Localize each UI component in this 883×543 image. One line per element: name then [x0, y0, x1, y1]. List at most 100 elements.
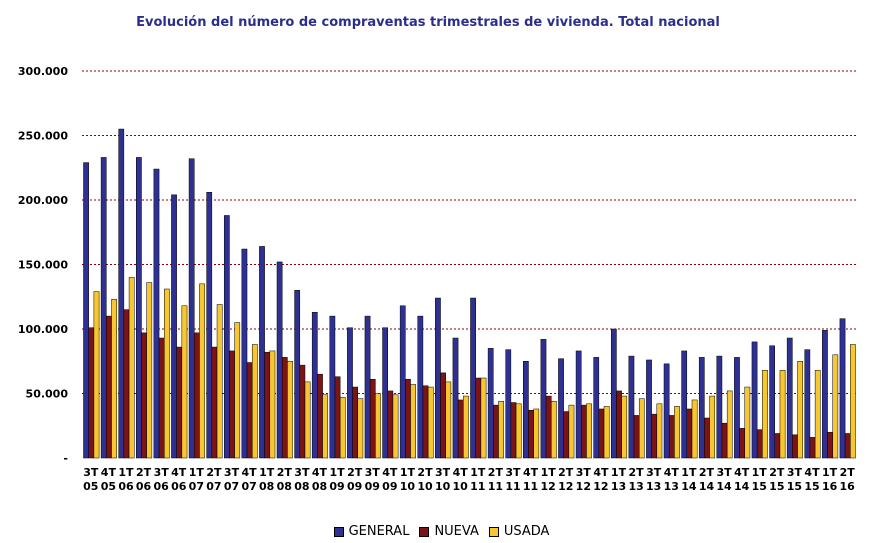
bar-nueva [264, 351, 271, 459]
bar-nueva [510, 402, 517, 459]
bar-general [188, 158, 195, 459]
bar-nueva [827, 431, 833, 459]
bar-usada [603, 406, 610, 459]
x-tick-quarter: 1T [681, 466, 697, 479]
bar-general [206, 192, 213, 459]
bar-usada [498, 400, 504, 459]
bar-usada [199, 283, 205, 459]
bar-nueva [88, 327, 95, 459]
y-tick-label: 100.000 [18, 323, 68, 336]
legend-label-usada: USADA [503, 524, 550, 539]
bar-usada [128, 277, 135, 459]
bar-general [646, 359, 652, 459]
x-tick-year: 09 [329, 480, 344, 493]
x-tick-year: 07 [224, 480, 239, 493]
x-tick-quarter: 4T [382, 466, 398, 479]
x-tick-quarter: 2T [488, 466, 504, 479]
x-tick-quarter: 4T [171, 466, 187, 479]
bar-general [294, 290, 301, 459]
bar-general [329, 315, 336, 459]
x-tick-year: 15 [804, 480, 819, 493]
x-tick-quarter: 1T [611, 466, 627, 479]
x-tick-quarter: 2T [347, 466, 363, 479]
x-axis-ticks: 3T054T051T062T063T064T061T072T073T074T07… [83, 466, 855, 493]
x-tick-year: 05 [101, 480, 116, 493]
bar-usada [515, 403, 522, 459]
bar-usada [691, 399, 698, 459]
x-tick-quarter: 4T [101, 466, 117, 479]
x-tick-quarter: 4T [312, 466, 328, 479]
bar-usada [181, 305, 188, 459]
x-tick-year: 09 [382, 480, 397, 493]
bar-usada [480, 377, 487, 459]
y-tick-label: 50.000 [26, 388, 69, 401]
bar-general [839, 318, 846, 459]
bar-usada [568, 404, 575, 459]
bar-nueva [651, 413, 658, 459]
bar-usada [357, 398, 364, 459]
x-tick-quarter: 2T [136, 466, 152, 479]
bar-nueva [774, 433, 781, 459]
x-tick-quarter: 1T [400, 466, 416, 479]
bar-usada [638, 398, 645, 459]
bar-nueva [405, 379, 411, 459]
bar-nueva [334, 376, 341, 459]
x-tick-quarter: 2T [277, 466, 293, 479]
x-tick-year: 13 [611, 480, 626, 493]
bar-usada [269, 350, 276, 459]
y-tick-label: 250.000 [18, 130, 68, 143]
bar-nueva [176, 346, 183, 459]
x-tick-year: 14 [699, 480, 715, 493]
bar-general [364, 315, 371, 459]
y-tick-label: 300.000 [18, 65, 68, 78]
legend-swatch-usada [488, 526, 499, 537]
x-tick-year: 09 [347, 480, 362, 493]
bar-nueva [563, 411, 570, 459]
x-tick-quarter: 1T [189, 466, 205, 479]
bar-usada [744, 386, 751, 459]
y-tick-label: 200.000 [18, 194, 68, 207]
bar-usada [445, 381, 452, 459]
x-tick-quarter: 1T [259, 466, 275, 479]
legend-item-usada: USADA [488, 524, 550, 539]
x-tick-quarter: 4T [593, 466, 609, 479]
x-tick-year: 08 [312, 480, 327, 493]
bar-general [311, 311, 318, 459]
x-tick-quarter: 2T [206, 466, 222, 479]
x-tick-quarter: 3T [505, 466, 521, 479]
bar-nueva [616, 390, 622, 459]
legend-swatch-general [333, 526, 344, 537]
x-tick-quarter: 2T [417, 466, 433, 479]
bar-usada [234, 322, 241, 459]
y-axis-ticks: - 50.000 100.000 150.000 200.000 250.000 300.0… [18, 65, 68, 465]
bar-general [153, 168, 160, 459]
x-tick-quarter: 3T [365, 466, 381, 479]
x-tick-quarter: 2T [840, 466, 856, 479]
bar-nueva [721, 422, 728, 459]
x-tick-year: 16 [840, 480, 856, 493]
bar-usada [287, 361, 293, 459]
bar-general [610, 328, 617, 459]
bar-general [734, 357, 740, 459]
bar-usada [762, 370, 768, 459]
bar-general [435, 297, 441, 459]
bar-general [417, 315, 424, 459]
bar-nueva [792, 434, 798, 459]
bar-general [751, 341, 758, 459]
x-tick-quarter: 2T [699, 466, 715, 479]
legend-item-general: GENERAL [333, 524, 409, 539]
bar-general [118, 128, 125, 459]
bar-nueva [211, 346, 218, 459]
bar-general [558, 358, 564, 459]
x-tick-year: 06 [154, 480, 170, 493]
y-tick-label: - [63, 452, 68, 465]
bar-nueva [317, 373, 323, 459]
x-tick-year: 11 [470, 480, 485, 493]
bar-general [171, 194, 177, 459]
bar-nueva [281, 357, 288, 459]
bar-usada [674, 406, 680, 459]
x-tick-year: 11 [523, 480, 538, 493]
bar-general [347, 327, 353, 459]
x-tick-quarter: 1T [118, 466, 134, 479]
bar-nueva [194, 332, 200, 459]
